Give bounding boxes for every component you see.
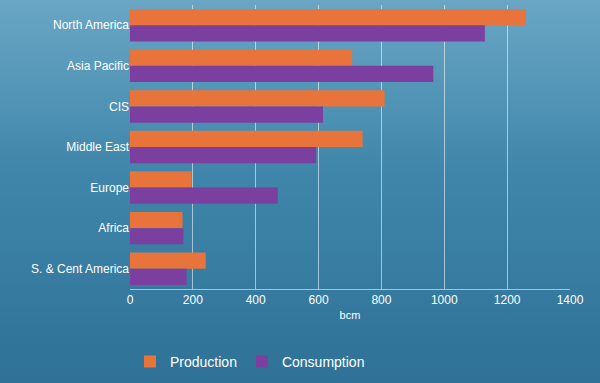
svg-text:North America: North America — [53, 18, 129, 32]
svg-text:Production: Production — [170, 354, 237, 370]
svg-text:Asia Pacific: Asia Pacific — [67, 59, 129, 73]
svg-text:bcm: bcm — [340, 309, 361, 321]
svg-text:1400: 1400 — [557, 293, 584, 307]
svg-text:Africa: Africa — [98, 221, 129, 235]
svg-text:CIS: CIS — [109, 100, 129, 114]
svg-text:0: 0 — [127, 293, 134, 307]
svg-text:400: 400 — [246, 293, 266, 307]
svg-text:1000: 1000 — [431, 293, 458, 307]
svg-text:1200: 1200 — [494, 293, 521, 307]
svg-text:200: 200 — [183, 293, 203, 307]
svg-text:S. & Cent America: S. & Cent America — [31, 262, 129, 276]
svg-text:Consumption: Consumption — [282, 354, 365, 370]
svg-text:Middle East: Middle East — [66, 140, 129, 154]
svg-text:600: 600 — [309, 293, 329, 307]
svg-text:Europe: Europe — [90, 181, 129, 195]
svg-text:800: 800 — [371, 293, 391, 307]
